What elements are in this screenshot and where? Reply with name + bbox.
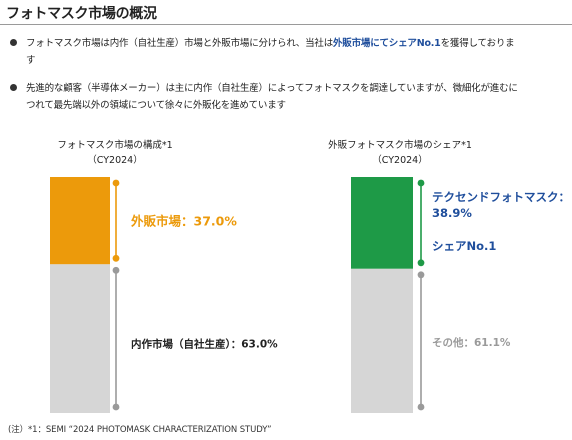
chart-1-title-text: フォトマスク市場の構成*1	[57, 140, 173, 151]
chart-2-bar-segment-2	[351, 268, 413, 413]
bullet-point-2: 先進的な顧客（半導体メーカー）は主に内作（自社生産）によってフォトマスクを調達し…	[10, 80, 562, 114]
chart-1-bracket-dot-bottom-2	[112, 403, 120, 411]
bullet-dot-icon	[10, 84, 17, 91]
chart-1-bracket-dot-bottom-1	[112, 254, 120, 262]
chart-2-bracket-dot-top-2	[417, 271, 425, 279]
bullet-1-text-line2: す	[26, 55, 36, 66]
chart-1-label-internal-value: ：63.0%	[231, 339, 278, 351]
chart-1-title: フォトマスク市場の構成*1 （CY2024）	[10, 138, 220, 168]
page-title: フォトマスク市場の概況	[6, 6, 157, 22]
chart-1-bracket-dot-top-1	[112, 179, 120, 187]
bullet-point-1: フォトマスク市場は内作（自社生産）市場と外販市場に分けられ、当社は外販市場にてシ…	[10, 35, 562, 69]
chart-2-label-others: その他：61.1%	[432, 336, 511, 349]
chart-2-bracket-dot-top-1	[417, 179, 425, 187]
chart-2-label-company-value: 38.9%	[432, 206, 472, 220]
chart-2-title-text: 外販フォトマスク市場のシェア*1	[328, 140, 472, 151]
bullet-dot-icon	[10, 39, 17, 46]
chart-1-label-external-name: 外販市場	[130, 214, 182, 229]
bullet-text-1: フォトマスク市場は内作（自社生産）市場と外販市場に分けられ、当社は外販市場にてシ…	[26, 35, 562, 69]
chart-1-label-internal: 内作市場（自社生産）：63.0%	[131, 338, 278, 351]
chart-2-title: 外販フォトマスク市場のシェア*1 （CY2024）	[300, 138, 500, 168]
chart-2-label-others-value: ：61.1%	[464, 337, 511, 349]
chart-2-subtitle: （CY2024）	[372, 155, 428, 166]
bullet-1-text-start: フォトマスク市場は内作（自社生産）市場と外販市場に分けられ、当社は	[26, 38, 333, 49]
title-divider	[0, 24, 572, 25]
chart-1-label-external-value: ：37.0%	[181, 214, 237, 229]
chart-2-label-share-no1: シェアNo.1	[432, 239, 496, 253]
footnote: (注）*1：SEMI “2024 PHOTOMASK CHARACTERIZAT…	[8, 425, 272, 435]
chart-2-bracket-dot-bottom-2	[417, 403, 425, 411]
chart-1-label-external: 外販市場：37.0%	[130, 214, 237, 229]
chart-1-subtitle: （CY2024）	[87, 155, 143, 166]
chart-2-bar-segment-1	[351, 177, 413, 269]
chart-1-label-internal-name: 内作市場（自社生産）	[131, 338, 231, 351]
bullet-1-text-end: を獲得しておりま	[440, 38, 515, 49]
bullet-text-2: 先進的な顧客（半導体メーカー）は主に内作（自社生産）によってフォトマスクを調達し…	[26, 80, 562, 114]
chart-1-bracket-dot-top-2	[112, 266, 120, 274]
bullet-1-highlight: 外販市場にてシェアNo.1	[333, 38, 441, 49]
chart-2-label-others-name: その他	[432, 336, 464, 349]
chart-1-bar-segment-2	[50, 264, 110, 413]
bullet-2-text-line1: 先進的な顧客（半導体メーカー）は主に内作（自社生産）によってフォトマスクを調達し…	[26, 83, 518, 94]
chart-2-bracket-dot-bottom-1	[417, 259, 425, 267]
bullet-2-text-line2: つれて最先端以外の領域について徐々に外販化を進めています	[26, 100, 286, 111]
chart-1-bar-segment-1	[50, 177, 110, 265]
chart-2-label-company-name: テクセンドフォトマスク：	[432, 190, 570, 204]
